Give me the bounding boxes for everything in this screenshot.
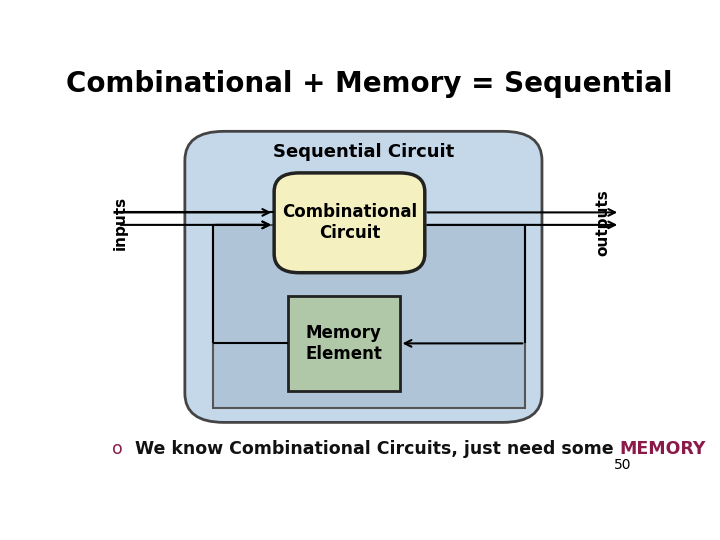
FancyBboxPatch shape [213,225,526,408]
Text: 50: 50 [613,458,631,472]
Text: Combinational
Circuit: Combinational Circuit [282,204,417,242]
Text: o: o [112,441,123,458]
FancyBboxPatch shape [274,173,425,273]
FancyBboxPatch shape [185,131,542,422]
Text: Sequential Circuit: Sequential Circuit [273,143,454,161]
Text: We know Combinational Circuits, just need some: We know Combinational Circuits, just nee… [135,441,619,458]
Text: inputs: inputs [113,195,128,250]
Text: Combinational + Memory = Sequential: Combinational + Memory = Sequential [66,70,672,98]
Text: Memory
Element: Memory Element [305,324,382,363]
Text: outputs: outputs [596,190,611,256]
Text: MEMORY: MEMORY [619,441,706,458]
FancyBboxPatch shape [288,295,400,391]
